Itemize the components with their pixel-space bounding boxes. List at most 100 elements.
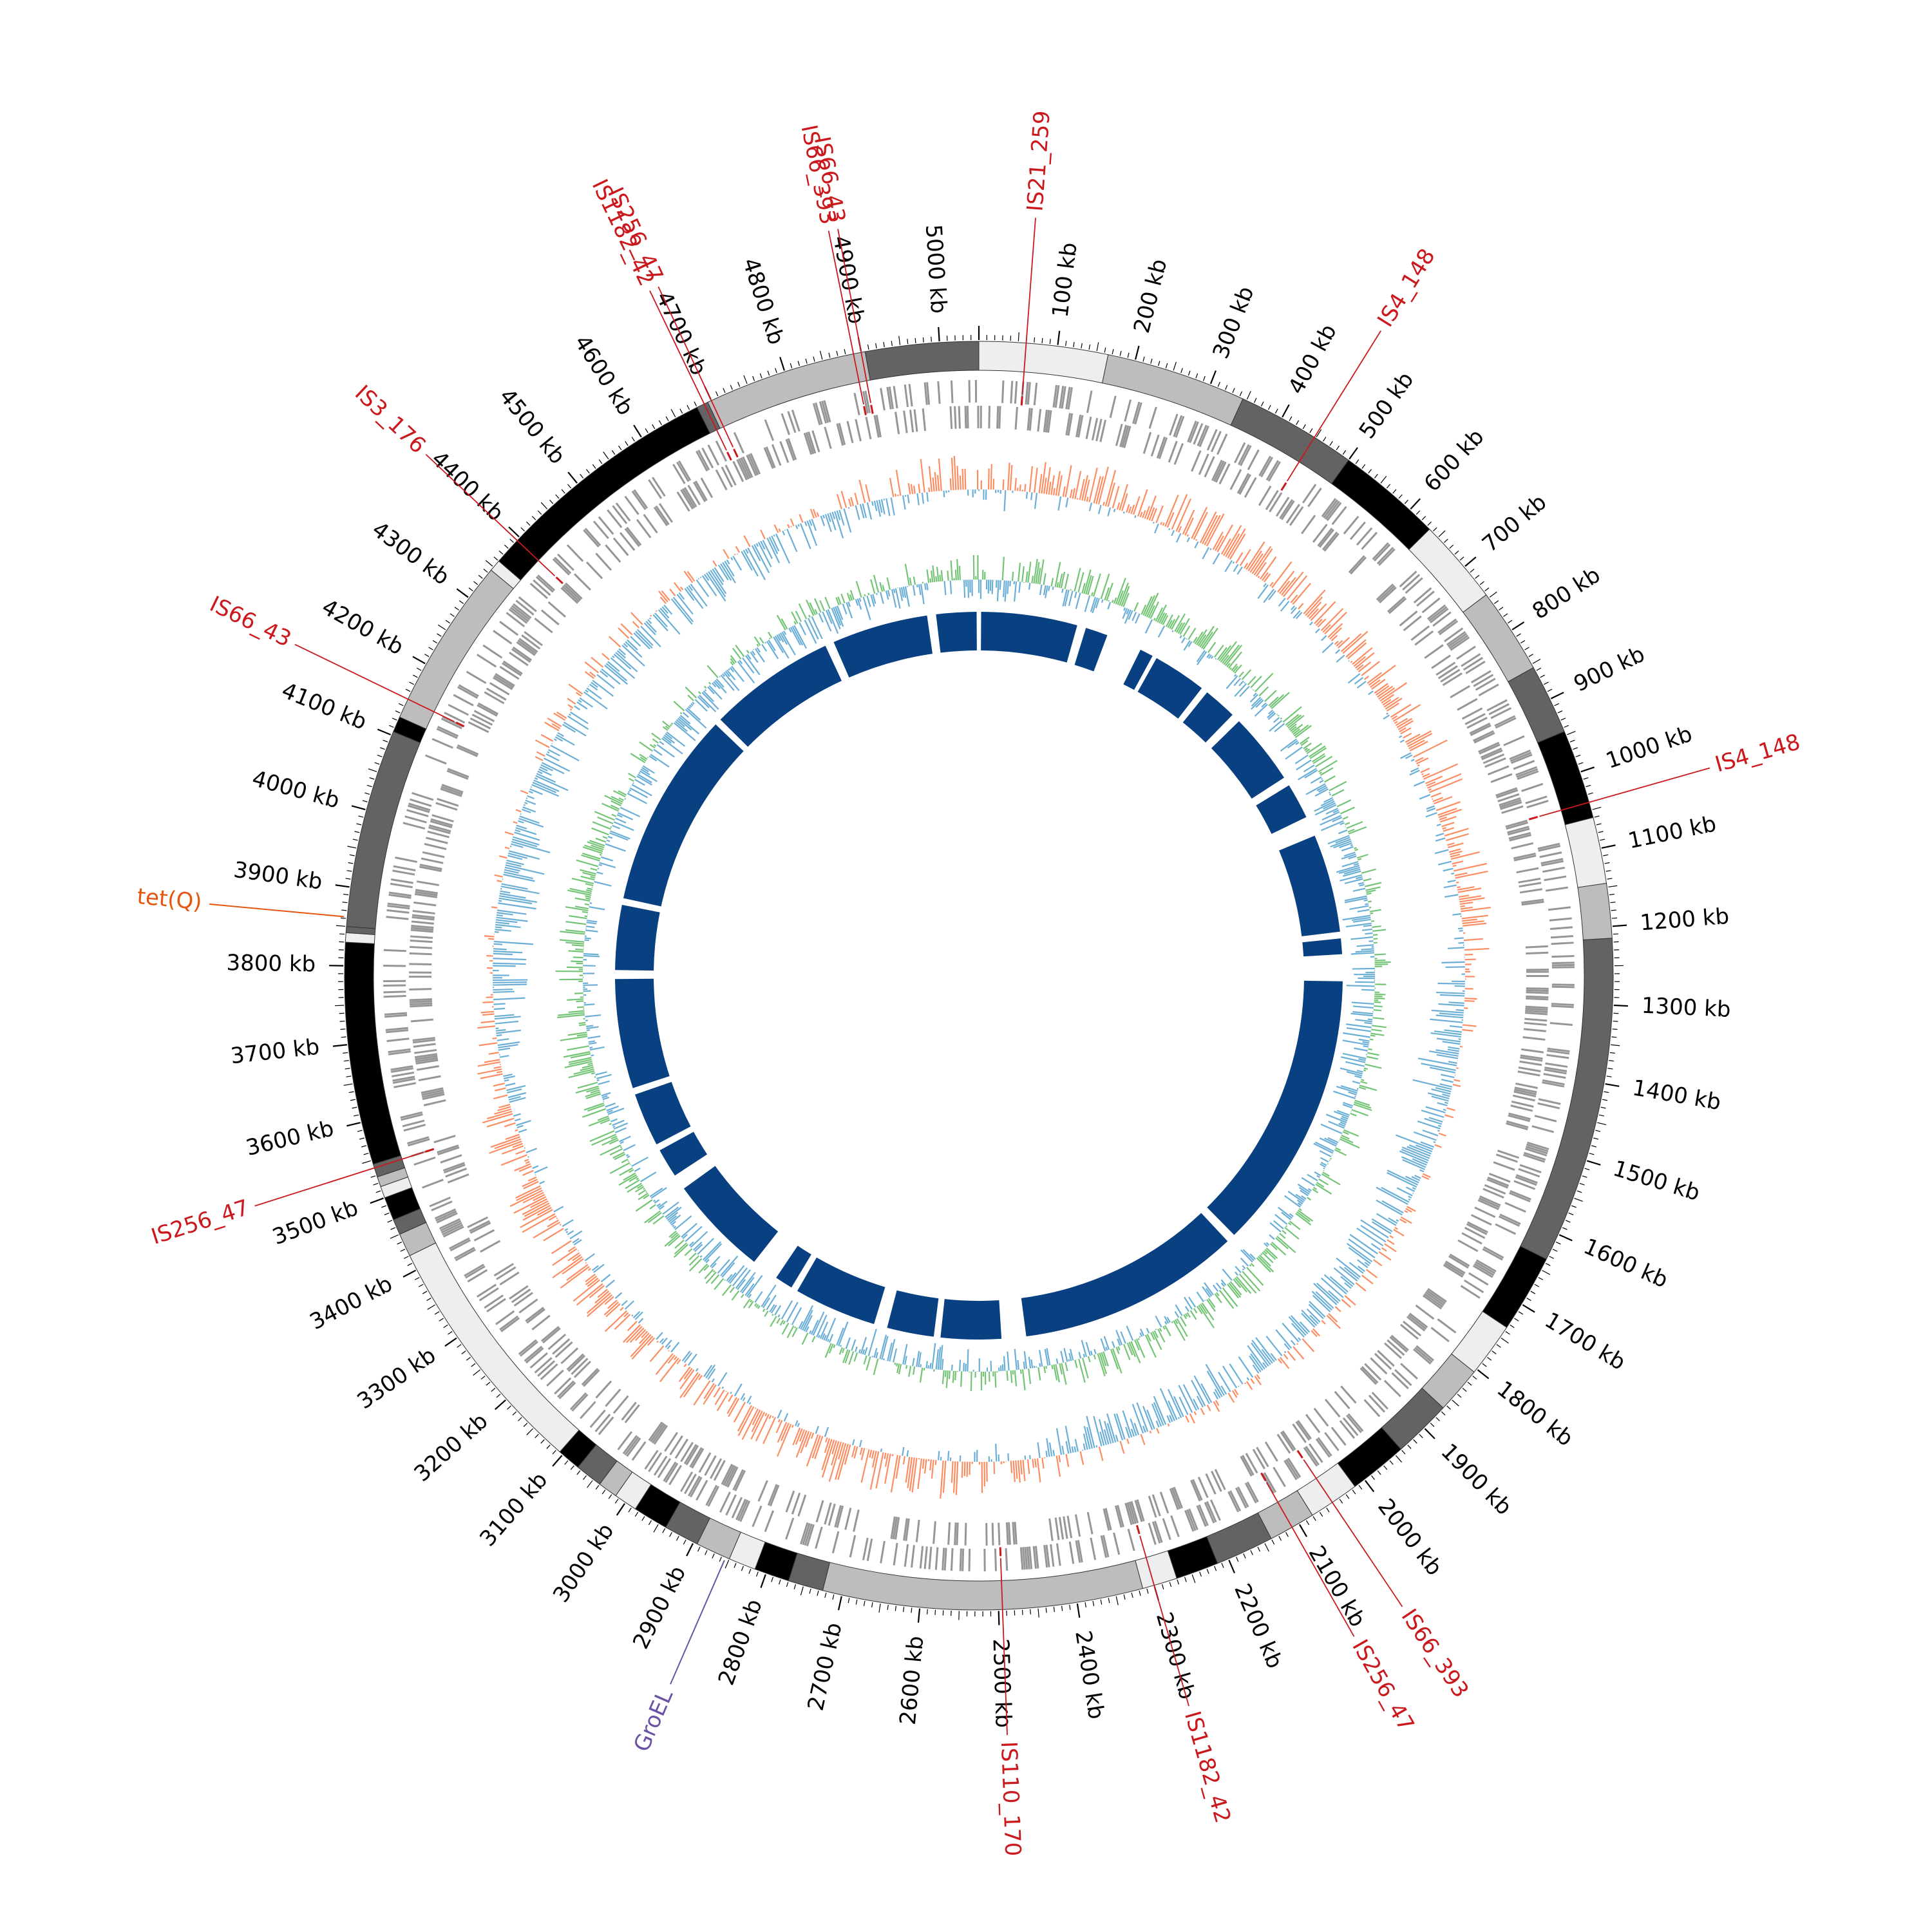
gc-skew-bar: [887, 590, 891, 597]
cds-mark: [923, 1546, 928, 1569]
cds-mark: [1252, 1448, 1265, 1470]
gc-content-bar: [515, 829, 521, 833]
ruler-tick: [705, 1550, 708, 1555]
cds-mark: [1214, 1468, 1226, 1490]
gc-content-bar: [1379, 682, 1407, 702]
gc-content-bar: [1414, 781, 1425, 787]
cds-mark: [1513, 1094, 1535, 1102]
gc-content-bar: [1220, 538, 1231, 555]
cds-mark: [1348, 555, 1365, 573]
gc-content-bar: [1406, 1146, 1431, 1157]
gc-skew-bar: [1228, 1282, 1242, 1298]
ruler-tick: [669, 1532, 672, 1537]
gc-skew-bar: [881, 1336, 889, 1360]
gc-content-bar: [1270, 1352, 1277, 1361]
is-marker: [870, 404, 874, 414]
gc-content-bar: [1396, 1219, 1399, 1222]
ruler-tick: [1573, 747, 1578, 750]
cds-mark: [1465, 660, 1486, 674]
cds-mark: [1197, 424, 1208, 447]
ruler-tick: [1395, 1455, 1403, 1463]
gc-skew-bar: [1358, 1086, 1367, 1090]
ruler-tick: [1613, 1020, 1618, 1022]
ruler-tick: [1518, 1311, 1524, 1315]
ruler-tick: [1416, 510, 1421, 515]
gc-skew-bar: [991, 580, 994, 594]
gc-skew-bar: [849, 590, 855, 600]
ruler-tick: [1582, 1175, 1587, 1178]
gc-skew-bar: [781, 631, 796, 656]
gc-content-bar: [1341, 1298, 1351, 1308]
gc-skew-bar: [682, 712, 689, 718]
gc-skew-bar: [610, 1118, 618, 1122]
cds-mark: [724, 464, 737, 486]
ruler-tick: [1312, 1516, 1316, 1521]
cds-mark: [1413, 587, 1432, 603]
ruler-tick: [603, 451, 609, 460]
gc-skew-bar: [798, 603, 808, 620]
gc-content-bar: [1421, 1110, 1444, 1118]
cds-mark: [428, 826, 451, 835]
gc-content-bar: [1421, 773, 1424, 775]
contig-block: [1564, 817, 1607, 888]
gc-skew-bar: [591, 1133, 617, 1146]
cds-mark: [437, 798, 459, 807]
gc-content-bar: [1050, 475, 1055, 495]
cds-mark: [1509, 750, 1531, 761]
gc-content-bar: [1390, 704, 1412, 718]
cds-mark: [1242, 1455, 1255, 1476]
ruler-tick: [625, 440, 629, 446]
cds-mark: [1187, 421, 1197, 442]
ruler-tick: [1228, 1559, 1235, 1574]
cds-mark: [563, 583, 582, 601]
gc-skew-bar: [640, 768, 650, 776]
gc-skew-bar: [1282, 706, 1302, 723]
cds-mark: [552, 1338, 571, 1355]
gc-content-bar: [1302, 1338, 1315, 1352]
cds-mark: [455, 1249, 476, 1262]
gc-skew-bar: [793, 625, 808, 649]
gc-content-bar: [1186, 537, 1190, 543]
gc-content-bar: [862, 503, 867, 518]
gc-skew-bar: [590, 867, 598, 871]
cds-mark: [390, 882, 413, 889]
gc-content-bar: [1447, 879, 1456, 883]
contig-block: [409, 1242, 580, 1453]
gc-content-bar: [630, 1334, 652, 1358]
cds-mark: [1513, 855, 1537, 862]
gc-skew-bar: [752, 649, 755, 650]
gc-skew-bar: [1255, 699, 1264, 708]
cds-mark: [437, 726, 459, 737]
gc-content-bar: [1095, 1444, 1098, 1448]
tick-label: 1600 kb: [1580, 1233, 1672, 1293]
cds-mark: [1325, 500, 1340, 520]
gc-content-bar: [477, 1068, 502, 1075]
cds-mark: [1507, 826, 1530, 834]
ruler-tick: [1595, 1130, 1601, 1132]
is-label: IS110_170: [996, 1741, 1026, 1857]
gc-skew-bar: [585, 1014, 601, 1018]
gc-skew-bar: [575, 948, 584, 951]
gc-content-bar: [507, 1092, 527, 1099]
tick-label: 4000 kb: [249, 766, 342, 814]
gc-content-bar: [1189, 1413, 1195, 1424]
gc-content-bar: [676, 594, 694, 615]
gc-skew-bar: [1043, 573, 1046, 585]
gc-skew-bar: [1256, 1257, 1271, 1273]
gc-content-bar: [1425, 775, 1443, 784]
gc-skew-bar: [812, 1311, 825, 1336]
gc-content-bar: [643, 622, 656, 636]
gc-content-bar: [522, 806, 536, 813]
gc-skew-bar: [1157, 625, 1166, 638]
cds-mark: [1373, 544, 1391, 562]
gc-skew-bar: [1184, 1313, 1188, 1318]
gc-skew-bar: [846, 592, 851, 601]
cds-mark: [739, 1500, 751, 1522]
gc-skew-bar: [670, 1232, 678, 1239]
gc-skew-bar: [1229, 667, 1232, 670]
cds-mark: [410, 1002, 433, 1006]
gc-skew-bar: [1354, 1047, 1368, 1052]
ruler-tick: [1489, 591, 1497, 598]
tick-label: 3100 kb: [475, 1467, 553, 1551]
